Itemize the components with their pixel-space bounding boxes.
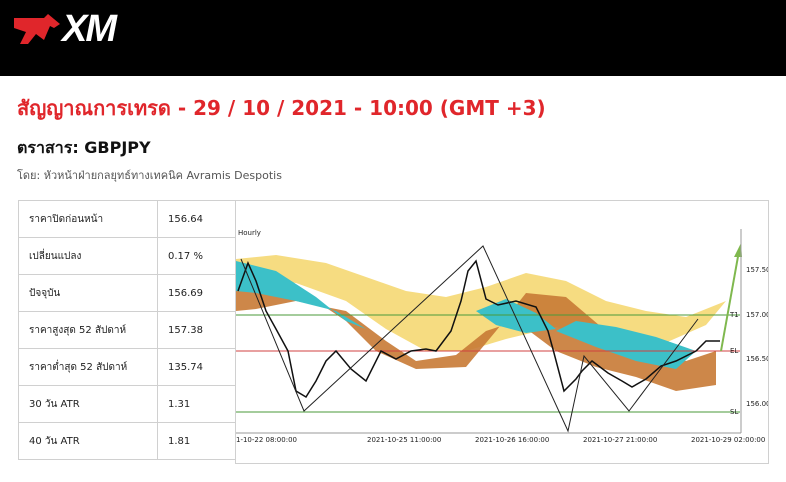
time-label: 1-10-22 08:00:00 [236, 436, 297, 444]
chart-panel: Hourly 157.50 157.00 156.50 156.00 T1 EL SL 1-1… [235, 200, 771, 464]
byline: โดย: หัวหน้าฝ่ายกลยุทธ์ทางเทคนิค Avramis… [17, 169, 282, 182]
label-cell: เปลี่ยนแปลง [18, 237, 158, 275]
value-cell: 157.38 [157, 311, 236, 349]
value-cell: 156.69 [157, 274, 236, 312]
table-row: ราคาต่ำสุด 52 สัปดาห์ 135.74 [18, 348, 236, 386]
value-cell: 1.31 [157, 385, 236, 423]
table-row: ราคาสูงสุด 52 สัปดาห์ 157.38 [18, 311, 236, 349]
table-row: 40 วัน ATR 1.81 [18, 422, 236, 460]
band-cloud [476, 299, 556, 333]
label-cell: 40 วัน ATR [18, 422, 158, 460]
label-cell: ราคาต่ำสุด 52 สัปดาห์ [18, 348, 158, 386]
band-cloud [236, 261, 366, 329]
value-cell: 135.74 [157, 348, 236, 386]
time-label: 2021-10-29 02:00:00 [691, 436, 765, 444]
header: XM [0, 0, 786, 76]
zigzag [240, 245, 699, 433]
value-cell: 0.17 % [157, 237, 236, 275]
level-label: SL [730, 408, 738, 416]
table-row: ปัจจุบัน 156.69 [18, 274, 236, 312]
time-label: 2021-10-26 16:00:00 [475, 436, 549, 444]
price-chart: Hourly 157.50 157.00 156.50 156.00 T1 EL SL 1-1… [236, 229, 771, 444]
time-label: 2021-10-27 21:00:00 [583, 436, 657, 444]
level-label: EL [730, 347, 738, 355]
logo-icon [14, 14, 60, 44]
band-cloud [556, 321, 696, 369]
page-title: สัญญาณการเทรด - 29 / 10 / 2021 - 10:00 (… [17, 96, 546, 120]
price-label: 157.50 [746, 266, 768, 274]
price-label: 157.00 [746, 311, 768, 319]
table-row: ราคาปิดก่อนหน้า 156.64 [18, 200, 236, 238]
label-cell: ราคาสูงสุด 52 สัปดาห์ [18, 311, 158, 349]
projection-arrow [720, 250, 740, 352]
label-cell: ปัจจุบัน [18, 274, 158, 312]
table-row: 30 วัน ATR 1.31 [18, 385, 236, 423]
value-cell: 156.64 [157, 200, 236, 238]
arrow-head [734, 243, 742, 257]
logo[interactable]: XM [62, 8, 117, 50]
stats-table: ราคาปิดก่อนหน้า 156.64 เปลี่ยนแปลง 0.17 % ปั… [18, 200, 236, 460]
instrument: ตราสาร: GBPJPY [17, 138, 151, 157]
value-cell: 1.81 [157, 422, 236, 460]
label-cell: 30 วัน ATR [18, 385, 158, 423]
time-label: 2021-10-25 11:00:00 [367, 436, 441, 444]
level-label: T1 [729, 311, 739, 319]
chart-label: Hourly [238, 229, 261, 237]
price-label: 156.00 [746, 400, 768, 408]
label-cell: ราคาปิดก่อนหน้า [18, 200, 158, 238]
table-row: เปลี่ยนแปลง 0.17 % [18, 237, 236, 275]
price-label: 156.50 [746, 355, 768, 363]
price-line [237, 259, 720, 399]
